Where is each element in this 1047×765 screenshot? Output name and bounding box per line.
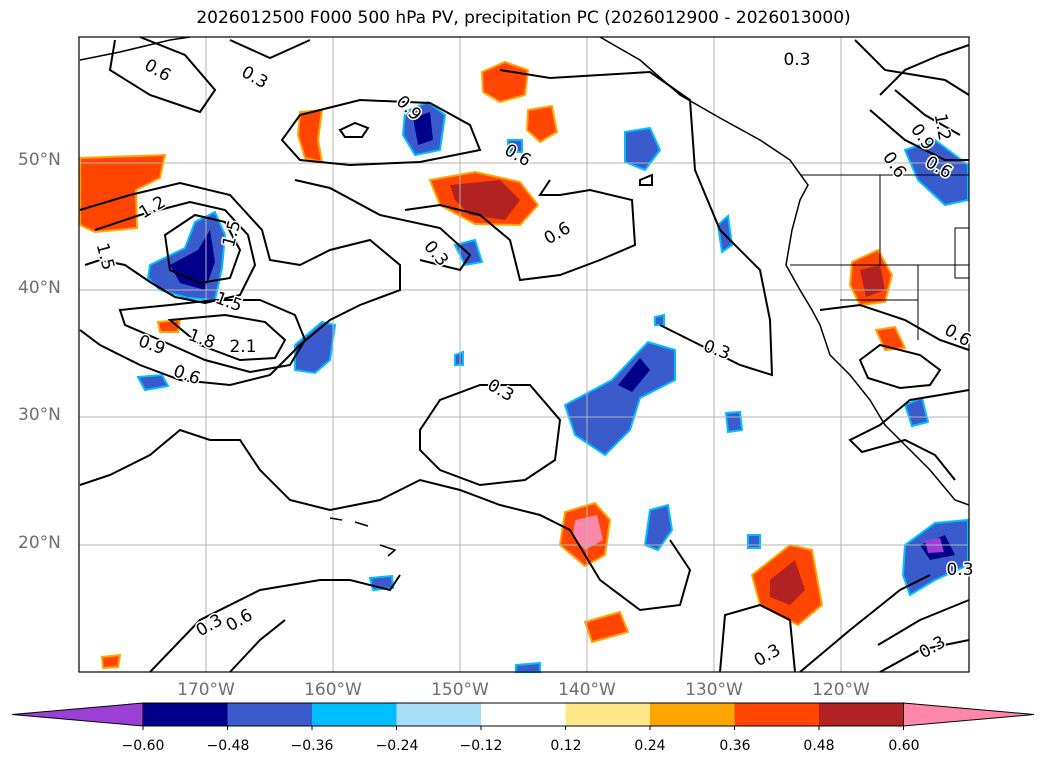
map-title: 2026012500 F000 500 hPa PV, precipitatio…	[196, 8, 851, 28]
lat-label-40n: 40°N	[18, 278, 61, 298]
pv-contour-line	[84, 200, 257, 305]
precip-positive-core	[573, 515, 603, 550]
precip-negative-region	[747, 534, 761, 549]
precip-positive-region	[79, 153, 167, 234]
colorbar-tick-label: −0.12	[459, 738, 503, 754]
colorbar-segment	[819, 703, 904, 726]
precip-negative-region	[654, 313, 665, 326]
colorbar-tick-label: 0.60	[888, 738, 920, 754]
colorbar-tick-label: −0.36	[290, 738, 334, 754]
pv-contour-line	[799, 574, 970, 673]
precip-negative-region	[643, 503, 674, 552]
pv-contour-line	[639, 173, 653, 186]
pv-contour-line	[229, 619, 286, 673]
lon-label-160w: 160°W	[304, 680, 362, 700]
colorbar-tick-label: 0.24	[634, 738, 666, 754]
colorbar-extend-max	[903, 702, 1035, 727]
colorbar-segment	[396, 703, 482, 726]
precip-positive-core	[860, 265, 885, 297]
precip-negative-region	[136, 373, 170, 392]
lon-label-150w: 150°W	[431, 680, 489, 700]
pv-contour-line	[848, 389, 970, 481]
pv-contour-line	[854, 39, 970, 96]
colorbar-outline	[142, 702, 904, 727]
pv-contour-line	[294, 179, 472, 272]
pv-contour-line	[163, 213, 242, 285]
lon-label-130w: 130°W	[685, 680, 743, 700]
colorbar-tick-label: 0.12	[550, 738, 582, 754]
colorbar-segment	[227, 703, 313, 726]
colorbar-extend-min	[11, 702, 144, 727]
precip-positive-region	[874, 325, 907, 352]
precip-negative-region	[724, 410, 744, 434]
precip-negative-region	[454, 350, 464, 366]
colorbar-segment	[565, 703, 651, 726]
lon-label-170w: 170°W	[177, 680, 235, 700]
colorbar-tick-label: 0.48	[803, 738, 835, 754]
pv-contour-line	[819, 303, 970, 390]
precip-positive-region	[100, 653, 122, 670]
pv-contour-line	[280, 98, 482, 167]
precip-negative-region	[624, 126, 662, 172]
lat-label-20n: 20°N	[18, 533, 61, 553]
precip-positive-region	[583, 610, 630, 644]
precip-negative-region	[294, 320, 337, 375]
pv-contour-line	[879, 639, 970, 673]
pv-contour-line	[338, 121, 370, 138]
colorbar-segment	[481, 703, 566, 726]
map-border	[78, 36, 970, 673]
hawaii-islands	[329, 517, 397, 557]
precip-positive-region	[480, 60, 530, 104]
colorbar-tick-label: −0.60	[121, 738, 165, 754]
colorbar-tick-label: 0.36	[719, 738, 751, 754]
lon-label-120w: 120°W	[812, 680, 870, 700]
contour-label: 0.3	[783, 50, 810, 70]
precip-negative-region	[903, 396, 930, 428]
colorbar-segment	[312, 703, 397, 726]
colorbar-segment	[143, 703, 228, 726]
lat-label-30n: 30°N	[18, 405, 61, 425]
colorbar-tick-label: −0.48	[206, 738, 250, 754]
pv-contour-line	[79, 181, 401, 387]
precip-negative-region	[515, 661, 541, 673]
pv-contour-line	[167, 313, 287, 362]
lon-label-140w: 140°W	[558, 680, 616, 700]
coastlines	[79, 36, 970, 557]
pv-contour-line	[79, 428, 692, 612]
precip-negative-region	[903, 138, 969, 207]
map-frame-background	[79, 37, 969, 672]
colorbar	[11, 702, 1035, 730]
pv-contour-line	[499, 69, 774, 377]
precip-negative-core	[413, 112, 433, 145]
us-state-border	[790, 174, 970, 340]
pv-contours	[79, 36, 970, 673]
pv-contour-line	[419, 384, 562, 487]
pv-contour-line	[229, 39, 311, 60]
pv-contour-line	[869, 89, 969, 161]
lat-label-50n: 50°N	[18, 150, 61, 170]
contour-label: 0.3	[946, 560, 973, 580]
pv-contour-line	[719, 603, 796, 673]
pv-contour-line	[149, 574, 401, 673]
pv-contour-line	[118, 299, 307, 374]
graticule	[79, 37, 969, 672]
colorbar-tick-label: −0.24	[375, 738, 419, 754]
precip-positive-core	[450, 180, 520, 220]
precip-negative-core	[618, 358, 650, 392]
precip-positive-core	[770, 560, 805, 605]
pv-contour-line	[108, 36, 217, 114]
colorbar-segment	[734, 703, 820, 726]
colorbar-segment	[650, 703, 735, 726]
north-america-coast	[599, 36, 970, 506]
alaska-coast	[79, 36, 191, 61]
precip-positive-region	[525, 104, 559, 144]
pv-contour-line	[404, 179, 637, 282]
contour-label: 2.1	[229, 337, 256, 357]
precip-negative-region	[507, 139, 523, 153]
